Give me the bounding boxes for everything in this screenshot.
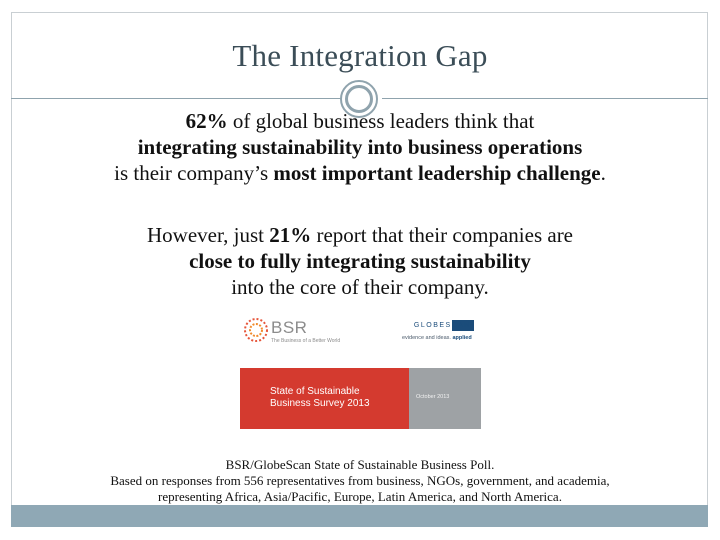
stat-21: 21% xyxy=(269,223,312,247)
bsr-mark-icon xyxy=(244,318,268,342)
divider-ring-inner-icon xyxy=(345,85,373,113)
report-cover-title-line-1: State of Sustainable xyxy=(270,386,360,397)
slide-title: The Integration Gap xyxy=(232,38,488,73)
globescan-tagline: evidence and ideas. applied xyxy=(402,335,472,341)
report-cover-date: October 2013 xyxy=(416,394,450,400)
globescan-wordmark-box: GLOBESCAN xyxy=(400,318,474,333)
source-note: BSR/GlobeScan State of Sustainable Busin… xyxy=(0,457,720,505)
globescan-tag-emphasis: applied xyxy=(452,335,472,341)
report-cover-grey-panel: October 2013 xyxy=(409,368,481,429)
bsr-logo: BSR The Business of a Better World xyxy=(243,317,343,347)
finding-1-text: of global business leaders think that xyxy=(227,109,535,133)
finding-paragraph-2: However, just 21% report that their comp… xyxy=(0,222,720,300)
globescan-logo: GLOBESCAN evidence and ideas. applied xyxy=(400,318,476,346)
finding-1-line-3: is their company’s most important leader… xyxy=(0,160,720,186)
globescan-wordmark: GLOBESCAN xyxy=(413,322,471,329)
finding-1-period: . xyxy=(600,161,606,185)
finding-2-line-1: However, just 21% report that their comp… xyxy=(0,222,720,248)
title-divider-left xyxy=(11,98,341,99)
finding-2-emphasis: close to fully integrating sustainabilit… xyxy=(189,249,531,273)
finding-2-line-2: close to fully integrating sustainabilit… xyxy=(0,248,720,274)
report-cover-image: State of Sustainable Business Survey 201… xyxy=(240,368,481,429)
title-divider-right xyxy=(382,98,708,99)
bsr-wordmark: BSR xyxy=(271,318,308,337)
report-cover-title: State of Sustainable Business Survey 201… xyxy=(270,386,370,409)
finding-1-line-2: integrating sustainability into business… xyxy=(0,134,720,160)
globescan-bar-icon xyxy=(452,320,474,331)
report-cover-red-panel: State of Sustainable Business Survey 201… xyxy=(240,368,409,429)
stat-62: 62% xyxy=(185,109,228,133)
finding-2-text: report that their companies are xyxy=(311,223,574,247)
source-line-2: Based on responses from 556 representati… xyxy=(110,473,610,488)
bsr-tagline: The Business of a Better World xyxy=(271,338,341,344)
finding-2-text-pre: However, just xyxy=(146,223,270,247)
finding-1-text-pre: is their company’s xyxy=(114,161,274,185)
report-cover-title-line-2: Business Survey 2013 xyxy=(270,397,370,409)
finding-paragraph-1: 62% of global business leaders think tha… xyxy=(0,108,720,186)
finding-1-line-1: 62% of global business leaders think tha… xyxy=(0,108,720,134)
source-line-3: representing Africa, Asia/Pacific, Europ… xyxy=(158,489,562,504)
finding-1-emphasis-2: most important leadership challenge xyxy=(273,161,601,185)
finding-1-emphasis: integrating sustainability into business… xyxy=(137,135,583,159)
finding-2-line-3: into the core of their company. xyxy=(231,275,489,299)
globescan-tag-text: evidence and ideas. xyxy=(402,335,453,341)
footer-bar xyxy=(11,505,708,527)
source-line-1: BSR/GlobeScan State of Sustainable Busin… xyxy=(225,457,495,472)
